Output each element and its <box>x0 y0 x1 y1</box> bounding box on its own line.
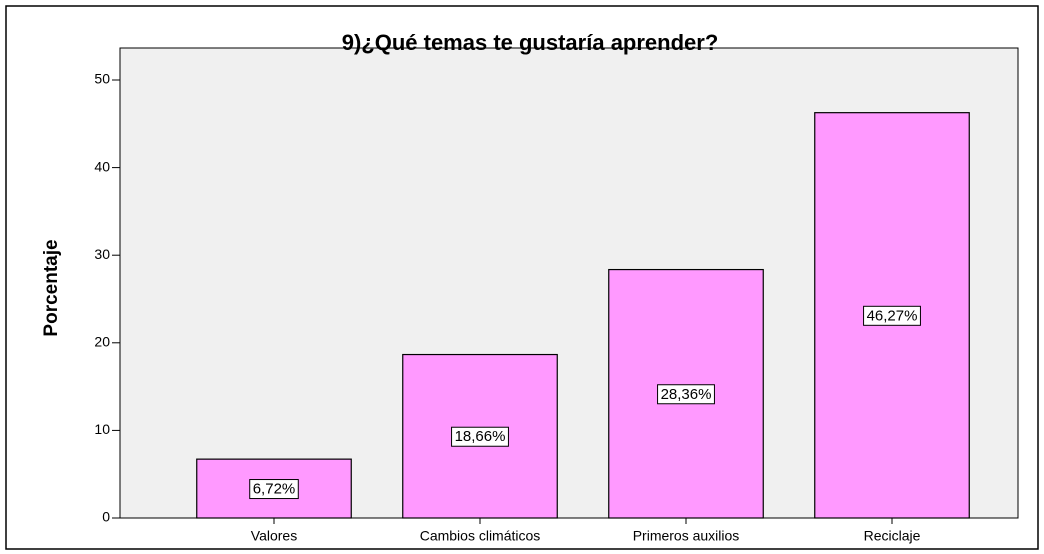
y-tick-label: 10 <box>94 421 110 437</box>
value-label-box <box>249 479 299 500</box>
value-label: 28,36% <box>661 386 712 403</box>
chart-title: 9)¿Qué temas te gustaría aprender? <box>342 30 719 55</box>
value-label: 46,27% <box>867 307 918 324</box>
y-tick-label: 40 <box>94 158 110 174</box>
x-tick-label: Primeros auxilios <box>633 528 740 544</box>
x-tick-label: Valores <box>251 528 297 544</box>
y-tick-label: 20 <box>94 334 110 350</box>
value-label: 6,72% <box>253 481 296 498</box>
y-tick-label: 30 <box>94 246 110 262</box>
value-label-box <box>657 384 715 405</box>
y-tick-label: 50 <box>94 71 110 87</box>
x-tick-label: Cambios climáticos <box>420 528 541 544</box>
value-label-box <box>451 426 509 447</box>
y-axis-label: Porcentaje <box>41 239 62 336</box>
y-tick-label: 0 <box>102 509 110 525</box>
value-label-box <box>863 305 921 326</box>
value-label: 18,66% <box>455 428 506 445</box>
x-tick-label: Reciclaje <box>864 528 921 544</box>
